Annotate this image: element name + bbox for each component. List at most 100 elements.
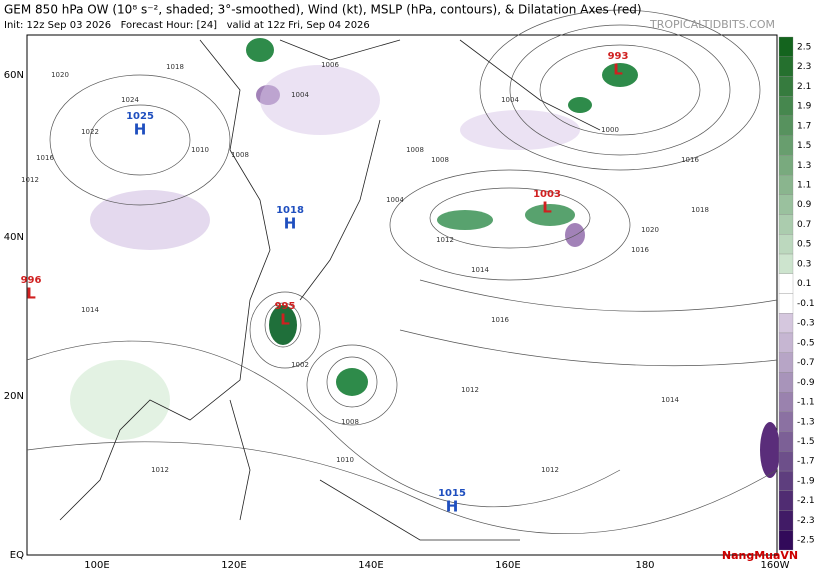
colorbar-label: -0.7: [797, 358, 815, 368]
contour-label: 1006: [321, 61, 339, 69]
lon-label: 160E: [495, 560, 520, 571]
colorbar-cell: [778, 174, 794, 195]
contour-label: 1016: [36, 154, 54, 162]
colorbar-cell: [778, 451, 794, 472]
contour-label: 1008: [231, 151, 249, 159]
contour-label: 1012: [21, 176, 39, 184]
lat-label: 20N: [4, 391, 24, 402]
colorbar-cell: [778, 490, 794, 511]
colorbar-cell: [778, 214, 794, 235]
colorbar-label: -1.5: [797, 437, 815, 447]
pressure-kind: L: [26, 285, 36, 303]
contour-label: 1024: [121, 96, 139, 104]
coastlines: [59, 39, 601, 541]
contour-label: 1012: [461, 386, 479, 394]
colorbar-label: 0.7: [797, 220, 811, 230]
colorbar-label: -2.5: [797, 536, 815, 546]
colorbar-label: -0.3: [797, 319, 815, 329]
colorbar-label: -0.9: [797, 378, 815, 388]
contour-label: 1014: [661, 396, 679, 404]
pressure-value: 995: [275, 301, 296, 312]
isobars: [26, 9, 778, 534]
colorbar-cell: [778, 135, 794, 156]
lat-label: 40N: [4, 232, 24, 243]
contour-label: 1018: [166, 63, 184, 71]
colorbar-label: -0.5: [797, 338, 815, 348]
lon-label: 160W: [761, 560, 790, 571]
pressure-value: 993: [608, 51, 629, 62]
watermark: NangMuaVN: [722, 549, 798, 562]
colorbar-cell: [778, 332, 794, 353]
colorbar-label: 0.1: [797, 279, 811, 289]
colorbar-label: -1.3: [797, 417, 815, 427]
contour-label: 1020: [641, 226, 659, 234]
colorbar-label: 2.5: [797, 42, 811, 52]
pressure-kind: H: [134, 121, 147, 139]
colorbar-label: -1.9: [797, 476, 815, 486]
colorbar-label: -1.1: [797, 398, 815, 408]
lon-label: 180: [635, 560, 654, 571]
colorbar-label: -2.1: [797, 496, 815, 506]
colorbar-cell: [778, 313, 794, 334]
colorbar-cell: [778, 352, 794, 373]
lon-label: 140E: [358, 560, 383, 571]
colorbar-cell: [778, 273, 794, 294]
contour-label: 1020: [51, 71, 69, 79]
colorbar-cell: [778, 253, 794, 274]
colorbar-cell: [778, 194, 794, 215]
lat-label: 60N: [4, 70, 24, 81]
colorbar-label: 1.5: [797, 141, 811, 151]
colorbar-label: 0.3: [797, 259, 811, 269]
contour-label: 1004: [291, 91, 309, 99]
colorbar-cell: [778, 372, 794, 393]
contour-label: 1016: [681, 156, 699, 164]
pressure-kind: L: [542, 199, 552, 217]
contour-label: 1008: [341, 418, 359, 426]
pressure-kind: H: [284, 215, 297, 233]
contour-label: 1012: [541, 466, 559, 474]
contour-label: 1016: [631, 246, 649, 254]
lat-label: EQ: [10, 550, 24, 561]
colorbar-label: -1.7: [797, 457, 815, 467]
contour-label: 1014: [81, 306, 99, 314]
colorbar-label: 1.1: [797, 180, 811, 190]
contour-label: 1004: [501, 96, 519, 104]
colorbar-cell: [778, 392, 794, 413]
colorbar-cell: [778, 431, 794, 452]
contour-label: 1014: [471, 266, 489, 274]
contour-label: 1010: [191, 146, 209, 154]
colorbar-label: -0.1: [797, 299, 815, 309]
colorbar-label: 1.7: [797, 121, 811, 131]
pressure-kind: L: [613, 61, 623, 79]
map-frame: [26, 34, 778, 556]
contour-label: 1022: [81, 128, 99, 136]
colorbar-cell: [778, 234, 794, 255]
colorbar-cell: [778, 470, 794, 491]
pressure-value: 996: [21, 275, 42, 286]
colorbar-label: 1.9: [797, 102, 812, 112]
colorbar-label: 2.1: [797, 82, 811, 92]
contour-label: 1016: [491, 316, 509, 324]
lon-label: 120E: [221, 560, 246, 571]
colorbar-cell: [778, 56, 794, 77]
pressure-value: 1003: [533, 189, 561, 200]
colorbar-label: 1.3: [797, 161, 811, 171]
title: GEM 850 hPa OW (10⁸ s⁻², shaded; 3°-smoo…: [4, 3, 642, 17]
contour-label: 1012: [436, 236, 454, 244]
shading: [70, 38, 780, 478]
colorbar-label: 0.5: [797, 240, 811, 250]
pressure-value: 1015: [438, 488, 466, 499]
subtitle: Init: 12z Sep 03 2026 Forecast Hour: [24…: [4, 20, 370, 31]
colorbar-cell: [778, 115, 794, 136]
lon-label: 100E: [84, 560, 109, 571]
colorbar-cell: [778, 36, 794, 57]
contour-label: 1018: [691, 206, 709, 214]
pressure-value: 1025: [126, 111, 154, 122]
colorbar-cell: [778, 96, 794, 117]
source: TROPICALTIDBITS.COM: [649, 18, 775, 31]
contour-label: 1012: [151, 466, 169, 474]
contour-label: 1004: [386, 196, 404, 204]
contour-label: 1010: [336, 456, 354, 464]
colorbar-label: -2.3: [797, 516, 815, 526]
